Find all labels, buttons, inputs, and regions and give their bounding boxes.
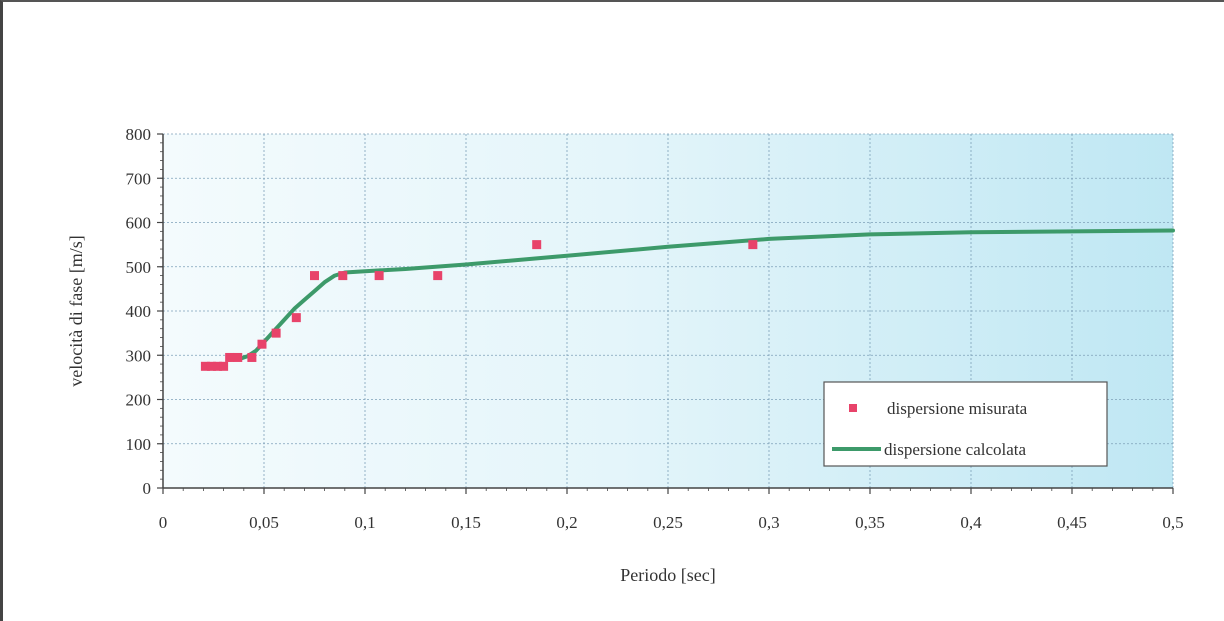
- y-tick-label: 400: [126, 302, 152, 321]
- y-tick-label: 200: [126, 391, 152, 410]
- y-axis-title: velocità di fase [m/s]: [66, 235, 86, 386]
- series-point-layer: [200, 240, 758, 371]
- legend-label-measured: dispersione misurata: [887, 399, 1028, 418]
- y-tick-label: 500: [126, 258, 152, 277]
- data-point-measured: [200, 361, 210, 371]
- grid: [163, 133, 1174, 488]
- y-tick-label: 700: [126, 169, 152, 188]
- y-tick-label: 300: [126, 346, 152, 365]
- data-point-measured: [233, 352, 243, 362]
- x-tick-label: 0,2: [556, 513, 577, 532]
- y-tick-label: 100: [126, 435, 152, 454]
- data-point-measured: [338, 271, 348, 281]
- legend-box: [823, 381, 1108, 467]
- data-point-measured: [310, 271, 319, 281]
- data-point-measured: [433, 271, 443, 281]
- x-tick-label: 0,05: [249, 513, 279, 532]
- data-point-measured: [206, 361, 216, 371]
- data-point-measured: [225, 352, 235, 362]
- legend-label-calculated: dispersione calcolata: [884, 440, 1027, 459]
- x-tick-label: 0,35: [855, 513, 885, 532]
- data-point-measured: [532, 240, 542, 250]
- x-tick-label: 0,25: [653, 513, 683, 532]
- y-tick-label: 600: [126, 214, 152, 233]
- ticks: 0 0,05 0,1 0,15 0,2 0,25 0,3 0,35 0,4 0,45 0,5 0 100…: [126, 125, 1184, 532]
- data-point-measured: [219, 361, 229, 371]
- x-tick-label: 0,3: [758, 513, 779, 532]
- x-tick-label: 0: [159, 513, 168, 532]
- legend: dispersione misurata dispersione calcola…: [823, 381, 1108, 467]
- x-tick-label: 0,15: [451, 513, 481, 532]
- x-tick-label: 0,1: [354, 513, 375, 532]
- legend-marker-measured: [849, 404, 857, 412]
- y-tick-label: 0: [143, 479, 152, 498]
- x-tick-label: 0,5: [1162, 513, 1183, 532]
- x-tick-label: 0,45: [1057, 513, 1087, 532]
- data-point-measured: [374, 271, 384, 281]
- data-point-measured: [257, 339, 267, 349]
- x-tick-label: 0,4: [960, 513, 982, 532]
- data-point-measured: [291, 313, 301, 323]
- y-tick-label: 800: [126, 125, 152, 144]
- data-point-measured: [247, 352, 257, 362]
- data-point-measured: [748, 240, 758, 250]
- x-axis-title: Periodo [sec]: [620, 565, 715, 585]
- data-point-measured: [213, 361, 223, 371]
- data-point-measured: [271, 328, 281, 338]
